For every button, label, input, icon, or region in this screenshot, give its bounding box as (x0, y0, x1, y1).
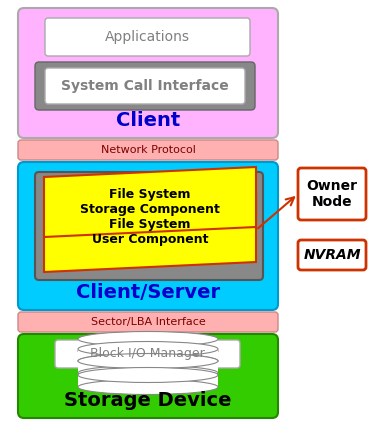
Text: Network Protocol: Network Protocol (100, 145, 195, 155)
Text: Owner
Node: Owner Node (306, 179, 357, 209)
Polygon shape (44, 192, 256, 272)
Text: NVRAM: NVRAM (303, 248, 361, 262)
Bar (78, 375, 218, 387)
Ellipse shape (78, 354, 218, 368)
Bar (78, 361, 218, 373)
FancyBboxPatch shape (18, 140, 278, 160)
Ellipse shape (78, 380, 218, 394)
Text: System Call Interface: System Call Interface (61, 79, 229, 93)
Text: Applications: Applications (105, 30, 189, 44)
Ellipse shape (78, 342, 218, 357)
Bar (78, 339, 218, 351)
FancyBboxPatch shape (298, 240, 366, 270)
Ellipse shape (78, 354, 218, 368)
FancyBboxPatch shape (18, 334, 278, 418)
Text: Client: Client (116, 110, 180, 130)
Ellipse shape (78, 343, 218, 359)
FancyBboxPatch shape (298, 168, 366, 220)
FancyBboxPatch shape (35, 62, 255, 110)
Text: Storage Device: Storage Device (64, 391, 232, 409)
Text: Client/Server: Client/Server (76, 282, 220, 302)
FancyBboxPatch shape (18, 312, 278, 332)
FancyBboxPatch shape (45, 18, 250, 56)
Polygon shape (44, 167, 256, 237)
FancyBboxPatch shape (35, 172, 263, 280)
Text: Block I/O Manager: Block I/O Manager (90, 348, 204, 360)
Text: Sector/LBA Interface: Sector/LBA Interface (91, 317, 206, 327)
Text: File System
Storage Component: File System Storage Component (80, 188, 220, 216)
FancyBboxPatch shape (18, 162, 278, 310)
Text: File System
User Component: File System User Component (92, 218, 208, 246)
Ellipse shape (78, 368, 218, 383)
FancyBboxPatch shape (55, 340, 240, 368)
FancyBboxPatch shape (18, 8, 278, 138)
FancyBboxPatch shape (45, 68, 245, 104)
Ellipse shape (78, 331, 218, 346)
Bar (78, 349, 218, 361)
Ellipse shape (78, 366, 218, 380)
